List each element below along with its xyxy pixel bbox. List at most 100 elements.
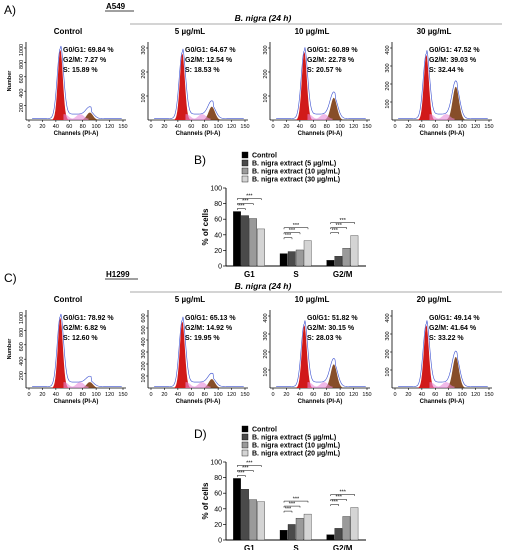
x-tick-label: 80	[202, 392, 208, 398]
x-tick-label: 40	[419, 124, 425, 130]
significance-marker: ***	[246, 194, 253, 200]
significance-bracket	[237, 470, 254, 472]
significance-bracket	[330, 222, 355, 225]
panel-letter: C)	[4, 271, 17, 285]
x-tick-label: 120	[227, 392, 236, 398]
g2m-peak	[324, 97, 344, 120]
x-axis-label: Channels (PI-A)	[420, 131, 465, 137]
histogram-title: 20 µg/mL	[417, 295, 452, 304]
y-tick-label: 400	[385, 313, 391, 322]
y-axis-label: Number	[7, 70, 13, 92]
significance-marker: ***	[246, 461, 253, 467]
s-phase-area	[429, 114, 455, 120]
histogram-A-2: 10 µg/mL 100 200 300 0 20 40 60 80 100 120 150 Chann…	[263, 27, 372, 137]
y-tick-label: 100	[385, 367, 391, 376]
x-tick-label: 60	[188, 392, 194, 398]
x-tick-label: 20	[405, 124, 411, 130]
y-tick-label: 1000	[19, 312, 25, 324]
s-phase-area	[63, 382, 89, 388]
panel-letter: A)	[4, 3, 16, 17]
x-tick-label: 120	[227, 124, 236, 130]
g2m-value: G2/M: 30.15 %	[307, 325, 355, 332]
significance-marker: ***	[242, 199, 249, 205]
bar	[326, 534, 335, 541]
significance-bracket	[283, 237, 293, 240]
significance-bracket	[330, 494, 355, 497]
bar	[241, 215, 249, 267]
bar	[326, 260, 335, 267]
s-phase-area	[307, 114, 333, 120]
s-phase-area	[185, 114, 211, 120]
x-tick-label: 20	[283, 392, 289, 398]
x-axis-label: Channels (PI-A)	[176, 399, 221, 405]
bar	[279, 253, 288, 267]
g0g1-value: G0/G1: 65.13 %	[185, 315, 236, 322]
bar	[295, 249, 304, 267]
g0g1-value: G0/G1: 51.82 %	[307, 315, 358, 322]
x-tick-label: 40	[53, 392, 59, 398]
x-tick-label: 150	[118, 124, 127, 130]
g2m-value: G2/M: 14.92 %	[185, 325, 233, 332]
bar	[249, 218, 257, 267]
g1-peak	[169, 321, 195, 388]
histogram-C-3: 20 µg/mL 100 200 300 400 0 20 40 60 80 100 120 150 Ch…	[385, 295, 494, 405]
significance-bracket	[330, 232, 339, 235]
bar	[241, 489, 249, 541]
significance-bracket	[330, 499, 347, 502]
significance-bracket	[237, 465, 262, 467]
g1-peak	[413, 54, 439, 120]
x-tick-label: 100	[214, 124, 223, 130]
y-axis-label: % of cells	[201, 208, 210, 245]
y-tick-label: 100	[210, 460, 222, 467]
g1-peak	[291, 325, 317, 388]
significance-bracket	[330, 504, 339, 507]
x-tick-label: 0	[271, 124, 274, 130]
x-axis-label: Channels (PI-A)	[54, 131, 99, 137]
category-label: G2/M	[333, 544, 353, 550]
x-tick-label: 100	[92, 124, 101, 130]
histogram-title: 5 µg/mL	[175, 27, 206, 36]
significance-marker: ***	[289, 501, 296, 507]
s-value: S: 33.22 %	[429, 335, 464, 342]
y-tick-label: 80	[214, 475, 222, 482]
histogram-A-1: 5 µg/mL 100 200 300 0 20 40 60 80 100 120 150 Channe…	[141, 27, 250, 137]
significance-marker: ***	[238, 471, 245, 477]
panel-header-C: C) H1299 B. nigra (24 h)	[4, 270, 502, 293]
x-tick-label: 120	[471, 392, 480, 398]
legend-label: B. nigra extract (20 µg/mL)	[252, 451, 340, 458]
significance-bracket	[283, 500, 309, 503]
x-tick-label: 40	[297, 392, 303, 398]
category-label: S	[293, 270, 299, 279]
x-tick-label: 40	[175, 392, 181, 398]
fit-line	[276, 320, 366, 387]
x-axis-label: Channels (PI-A)	[420, 399, 465, 405]
g2m-value: G2/M: 22.78 %	[307, 57, 355, 64]
significance-bracket	[283, 505, 301, 508]
legend-label: B. nigra extract (5 µg/mL)	[252, 161, 336, 168]
treatment-header: B. nigra (24 h)	[235, 13, 292, 23]
x-tick-label: 100	[92, 392, 101, 398]
y-tick-label: 0	[218, 538, 222, 545]
x-tick-label: 150	[240, 392, 249, 398]
y-tick-label: 400	[385, 45, 391, 54]
x-tick-label: 150	[484, 392, 493, 398]
bar	[350, 507, 359, 541]
x-tick-label: 0	[393, 124, 396, 130]
fit-line	[154, 48, 244, 119]
x-tick-label: 20	[39, 124, 45, 130]
histogram-title: 5 µg/mL	[175, 295, 206, 304]
s-value: S: 28.03 %	[307, 335, 342, 342]
significance-bracket	[237, 203, 254, 206]
s-value: S: 20.57 %	[307, 67, 342, 74]
x-tick-label: 80	[446, 124, 452, 130]
g0g1-value: G0/G1: 60.89 %	[307, 47, 358, 54]
x-tick-label: 150	[484, 124, 493, 130]
x-axis-label: Channels (PI-A)	[54, 399, 99, 405]
y-tick-label: 60	[214, 491, 222, 498]
y-tick-label: 100	[141, 373, 147, 382]
y-tick-label: 300	[141, 349, 147, 358]
g1-peak	[169, 53, 195, 120]
significance-bracket	[237, 475, 246, 477]
y-tick-label: 1000	[19, 44, 25, 56]
